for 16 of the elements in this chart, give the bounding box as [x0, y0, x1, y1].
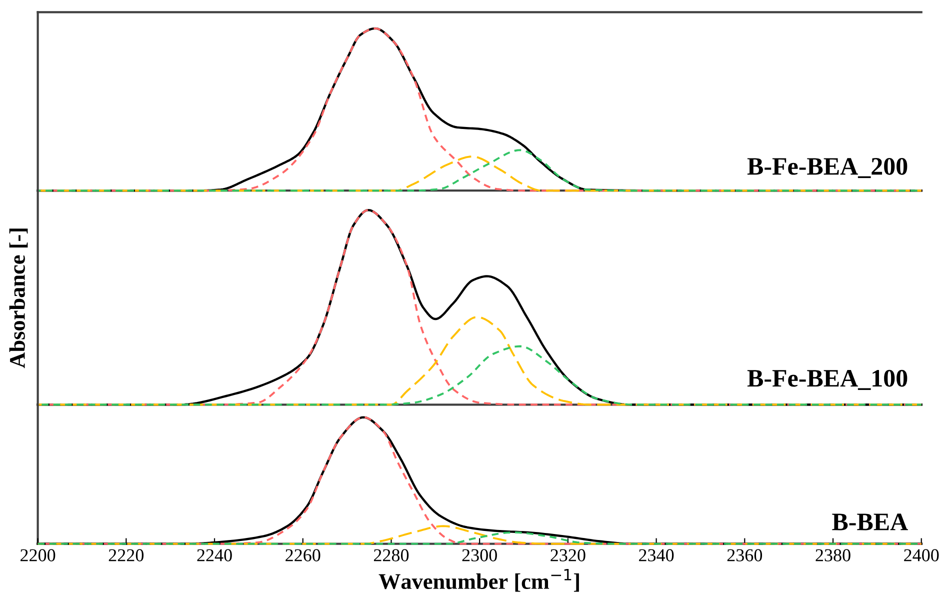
- x-tick-label: 2380: [816, 549, 850, 562]
- x-tick-label: 2240: [197, 549, 232, 562]
- x-tick-label: 2200: [20, 549, 56, 562]
- annotation: B-Fe-BEA_100: [747, 370, 908, 390]
- x-tick-label: 2320: [550, 549, 586, 562]
- annotation: B-Fe-BEA_200: [747, 158, 908, 178]
- x-axis-title: Wavenumber [cm$^{−1}$]: [378, 568, 579, 592]
- x-tick-label: 2400: [904, 549, 939, 562]
- x-tick-label: 2280: [374, 549, 409, 562]
- x-tick-label: 2340: [639, 549, 674, 562]
- annotation: B-BEA: [832, 514, 908, 530]
- x-tick-label: 2220: [108, 549, 144, 562]
- x-tick-label: 2300: [462, 549, 497, 562]
- y-axis-title: Absorbance [-]: [9, 228, 28, 368]
- x-tick-label: 2260: [286, 549, 320, 562]
- x-tick-label: 2360: [727, 549, 762, 562]
